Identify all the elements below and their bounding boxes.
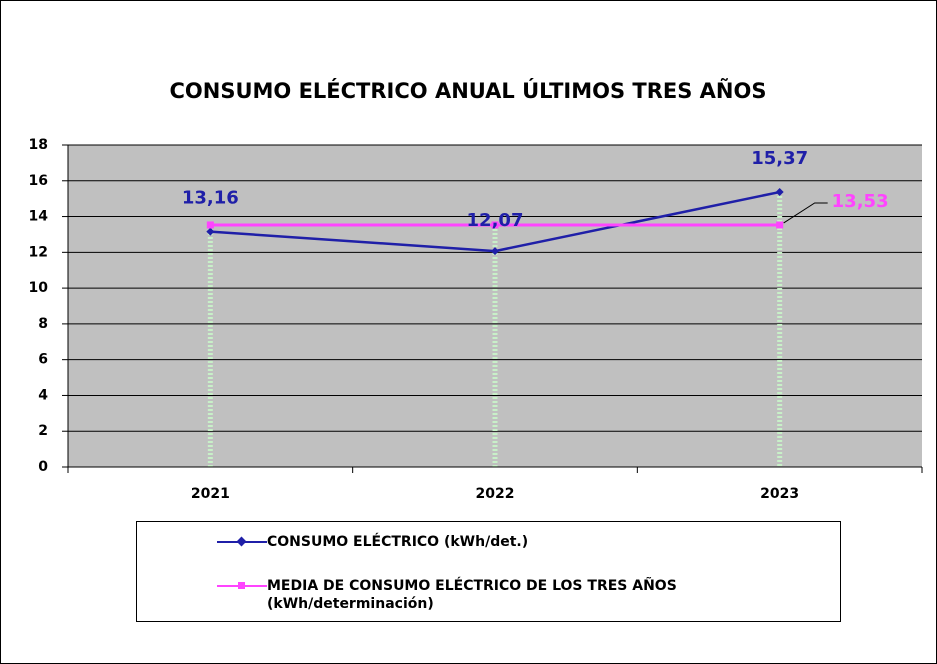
legend-label: MEDIA DE CONSUMO ELÉCTRICO DE LOS TRES A… [267,578,677,612]
legend: CONSUMO ELÉCTRICO (kWh/det.) MEDIA DE CON… [136,521,841,622]
marker [775,188,784,197]
leader-line [783,202,828,224]
chart-title: CONSUMO ELÉCTRICO ANUAL ÚLTIMOS TRES AÑO… [170,78,767,103]
data-label: 13,16 [182,188,239,209]
marker [491,247,499,256]
data-label: 12,07 [467,210,524,231]
y-tick-label: 8 [38,316,48,332]
marker [206,227,215,236]
y-tick-label: 10 [29,280,49,296]
data-label: 15,37 [751,148,808,169]
marker [206,221,214,229]
y-tick-label: 12 [29,244,48,260]
y-tick-label: 2 [38,423,48,439]
y-tick-label: 16 [29,173,48,189]
marker [776,221,784,229]
legend-key [217,577,267,595]
legend-label: CONSUMO ELÉCTRICO (kWh/det.) [267,534,529,550]
y-tick-label: 4 [38,387,48,403]
x-tick-label: 2022 [476,486,515,502]
data-label: 13,53 [832,191,889,212]
y-tick-label: 0 [38,459,48,475]
legend-item: CONSUMO ELÉCTRICO (kWh/det.) [217,533,528,551]
y-tick-label: 18 [29,137,48,153]
marker [491,221,499,229]
y-tick-label: 6 [38,352,48,368]
x-tick-label: 2023 [760,486,799,502]
legend-item: MEDIA DE CONSUMO ELÉCTRICO DE LOS TRES A… [217,577,677,613]
x-tick-label: 2021 [191,486,230,502]
y-tick-label: 14 [29,209,49,225]
legend-key [217,533,267,551]
